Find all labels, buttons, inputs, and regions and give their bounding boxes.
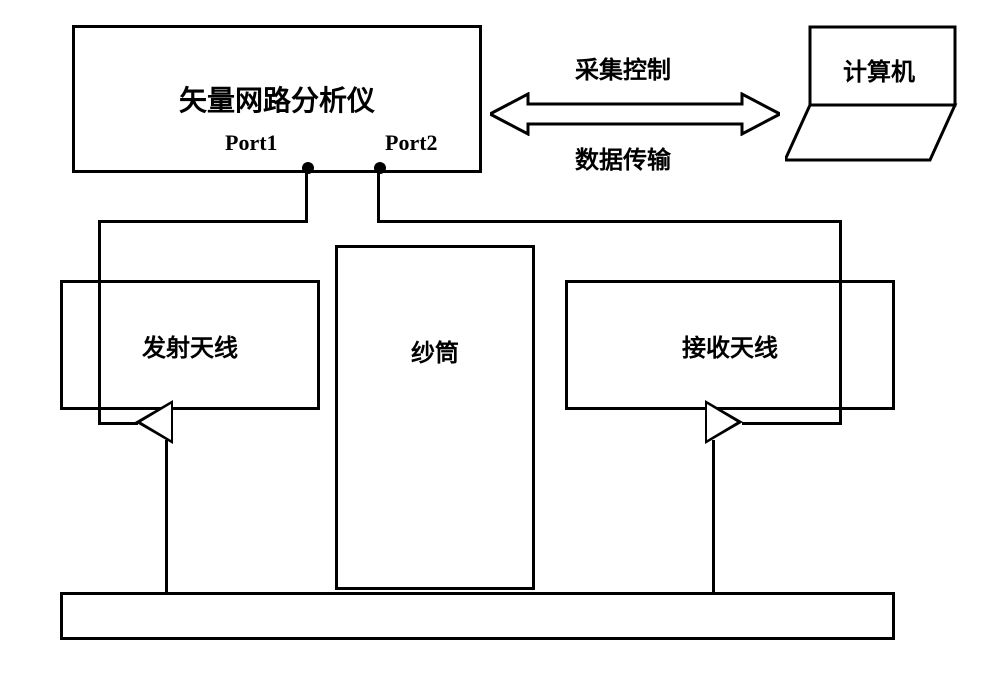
computer-shape	[785, 25, 970, 170]
rx-antenna-icon	[705, 400, 743, 444]
bobbin-box: 纱筒	[335, 245, 535, 590]
tx-antenna-icon	[135, 400, 173, 444]
port1-wire	[98, 220, 308, 223]
arrow-bottom-label: 数据传输	[575, 140, 671, 175]
analyzer-label: 矢量网路分析仪	[179, 79, 375, 119]
rx-antenna-label: 接收天线	[682, 328, 778, 363]
port1-wire	[305, 172, 308, 222]
port2-wire	[839, 220, 842, 425]
port2-dot	[374, 162, 386, 174]
bobbin-label: 纱筒	[411, 333, 459, 368]
base-platform	[60, 592, 895, 640]
port2-wire	[742, 422, 842, 425]
port2-wire	[377, 220, 842, 223]
rx-antenna-box: 接收天线	[565, 280, 895, 410]
port2-wire	[377, 172, 380, 222]
tx-antenna-stand	[165, 440, 168, 595]
arrow-top-label: 采集控制	[575, 50, 671, 85]
rx-antenna-stand	[712, 440, 715, 595]
port2-label: Port2	[385, 130, 438, 156]
computer-label: 计算机	[843, 52, 915, 87]
port1-wire	[98, 422, 138, 425]
tx-antenna-label: 发射天线	[142, 328, 238, 363]
port1-dot	[302, 162, 314, 174]
port1-label: Port1	[225, 130, 278, 156]
double-arrow	[490, 92, 780, 136]
port1-wire	[98, 220, 101, 425]
